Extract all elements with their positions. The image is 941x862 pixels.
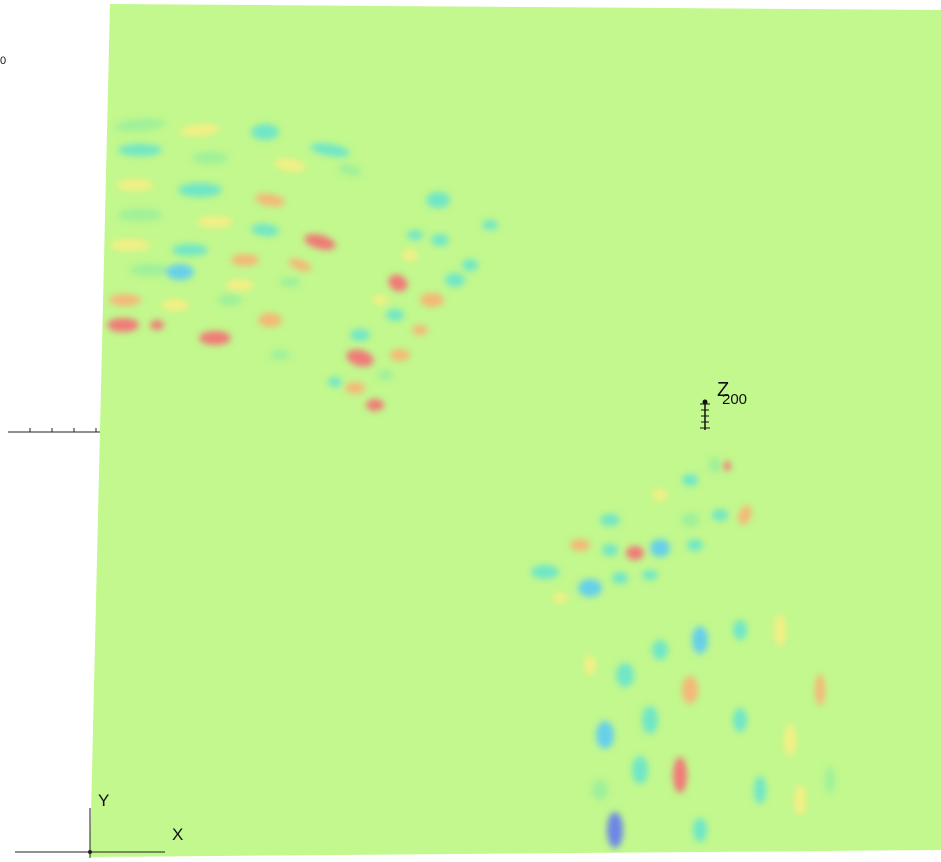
x-axis-label: X	[172, 825, 183, 844]
contour-blob	[552, 593, 568, 603]
contour-blob	[652, 489, 668, 501]
z-origin	[703, 400, 708, 405]
contour-blob	[402, 249, 418, 261]
contour-blob	[774, 614, 786, 646]
contour-blob	[592, 780, 608, 800]
contour-blob	[692, 626, 708, 654]
contour-blob	[712, 509, 728, 521]
field-plane	[90, 4, 941, 857]
contour-blob	[600, 514, 620, 526]
contour-blob	[118, 144, 162, 156]
contour-blob	[350, 329, 370, 341]
contour-blob	[607, 812, 623, 848]
contour-blob	[482, 220, 498, 230]
contour-blob	[117, 179, 153, 191]
contour-blob	[733, 708, 747, 732]
z-value-label: 200	[722, 391, 747, 408]
contour-blob	[172, 244, 208, 256]
contour-blob	[150, 320, 164, 330]
contour-blob	[650, 539, 670, 557]
triad-origin	[88, 850, 92, 854]
contour-blob	[345, 382, 365, 394]
contour-blob	[794, 784, 806, 816]
contour-blob	[709, 457, 721, 473]
contour-blob	[412, 325, 428, 335]
contour-blob	[431, 234, 449, 246]
contour-blob	[687, 539, 703, 551]
contour-blob	[602, 544, 618, 556]
contour-blob	[612, 572, 628, 584]
contour-blob	[109, 294, 141, 306]
contour-blob	[445, 273, 465, 287]
contour-blob	[570, 539, 590, 551]
contour-blob	[825, 766, 835, 794]
viewport: 0 Z 200 Y X	[0, 0, 941, 862]
contour-blob	[426, 192, 450, 208]
contour-blob	[192, 152, 228, 164]
contour-blob	[462, 259, 478, 271]
contour-blob	[626, 546, 644, 560]
contour-blob	[218, 294, 242, 306]
contour-blob	[420, 293, 444, 307]
contour-blob	[372, 295, 388, 305]
contour-blob	[390, 349, 410, 361]
contour-blob	[178, 183, 222, 197]
contour-blob	[681, 513, 699, 527]
contour-blob	[682, 676, 698, 704]
contour-blob	[280, 277, 300, 287]
contour-blob	[251, 124, 279, 140]
contour-blob	[258, 313, 282, 327]
contour-blob	[386, 309, 404, 321]
contour-blob	[130, 264, 170, 276]
contour-blob	[596, 721, 614, 749]
contour-blob	[815, 674, 825, 706]
contour-blob	[199, 331, 231, 345]
contour-blob	[231, 254, 259, 266]
page: {"labels": {"top_left": "0", "z_axis": "…	[0, 0, 941, 862]
contour-blob	[270, 350, 290, 360]
contour-blob	[723, 461, 731, 471]
contour-blob	[682, 474, 698, 486]
contour-blob	[616, 663, 634, 687]
contour-blob	[377, 370, 393, 380]
contour-blob	[226, 279, 254, 291]
contour-blob	[328, 377, 342, 387]
contour-blob	[407, 230, 423, 240]
contour-blob	[784, 724, 796, 756]
contour-blob	[107, 318, 139, 332]
contour-blob	[118, 209, 162, 221]
contour-blob	[578, 579, 602, 597]
contour-blob	[531, 565, 559, 579]
contour-blob	[161, 299, 189, 311]
contour-blob	[652, 640, 668, 660]
contour-blob	[693, 818, 707, 842]
contour-blob	[642, 706, 658, 734]
contour-blob	[733, 620, 747, 640]
contour-blob	[632, 756, 648, 784]
y-axis-label: Y	[98, 791, 109, 810]
contour-blob	[366, 399, 384, 411]
contour-blob	[197, 216, 233, 228]
contour-blob	[166, 264, 194, 280]
corner-label: 0	[0, 55, 6, 67]
contour-blob	[754, 776, 766, 804]
contour-blob	[642, 570, 658, 580]
contour-blob	[584, 655, 596, 675]
contour-blob	[110, 239, 150, 251]
contour-blob	[673, 757, 687, 793]
